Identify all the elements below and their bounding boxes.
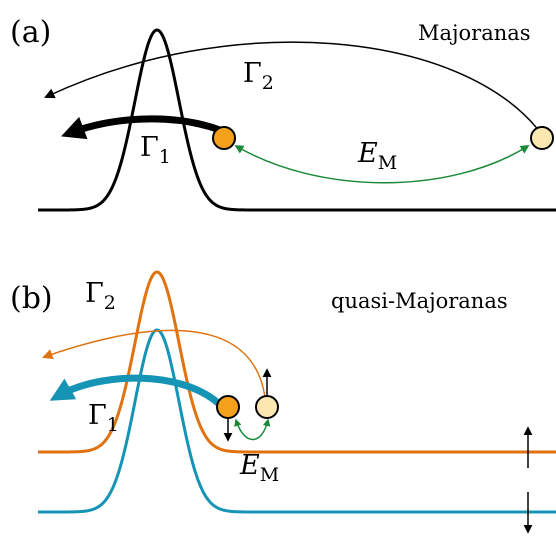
panel-a-gamma1-label: Γ1: [140, 132, 171, 168]
panel-b-energy-base: E: [239, 450, 260, 481]
panel-a-gamma1-arrow: [61, 115, 222, 140]
panel-a-title: Majoranas: [418, 21, 531, 45]
panel-b-energy-sub: M: [260, 464, 279, 486]
panel-b-dot-right: [255, 395, 279, 419]
panel-b-title: quasi-Majoranas: [331, 289, 508, 313]
panel-b-gamma1-arrow: [49, 374, 221, 406]
panel-b-gamma2-sub: 2: [104, 292, 116, 314]
panel-a-gamma1-base: Γ: [140, 132, 159, 163]
panel-a-energy-base: E: [357, 138, 378, 169]
panel-b-gamma1-sub: 1: [107, 414, 119, 436]
panel-a: (a) Majoranas Γ2 Γ1 EM: [10, 15, 556, 212]
panel-a-gamma2-sub: 2: [262, 72, 274, 94]
panel-a-majorana-dot-right: [530, 126, 554, 150]
panel-a-energy-label: EM: [357, 138, 397, 174]
panel-b: (b) quasi-Majoranas Γ2 Γ1 EM: [10, 270, 556, 534]
panel-b-teal-curve: [38, 328, 556, 514]
panel-b-orange-curve: [38, 270, 556, 454]
panel-b-gamma2-base: Γ: [85, 278, 104, 309]
panel-b-gamma1-label: Γ1: [88, 400, 119, 436]
panel-b-gamma2-label: Γ2: [85, 278, 116, 314]
panel-a-energy-arrow: [234, 145, 530, 184]
panel-a-wavefunction-curve: [38, 28, 556, 212]
panel-b-energy-arrow: [234, 418, 271, 441]
panel-b-gamma2-arrow: [42, 329, 266, 398]
panel-a-gamma2-arrow: [44, 41, 541, 133]
panel-a-majorana-dot-left: [212, 126, 236, 150]
panel-b-label: (b): [10, 281, 53, 316]
panel-b-gamma1-base: Γ: [88, 400, 107, 431]
panel-a-gamma2-base: Γ: [243, 58, 262, 89]
panel-b-energy-label: EM: [239, 450, 279, 486]
panel-a-energy-sub: M: [378, 152, 397, 174]
panel-a-label: (a): [10, 15, 51, 50]
panel-a-gamma1-sub: 1: [159, 146, 171, 168]
panel-b-dot-left: [216, 395, 240, 419]
panel-a-gamma2-label: Γ2: [243, 58, 274, 94]
